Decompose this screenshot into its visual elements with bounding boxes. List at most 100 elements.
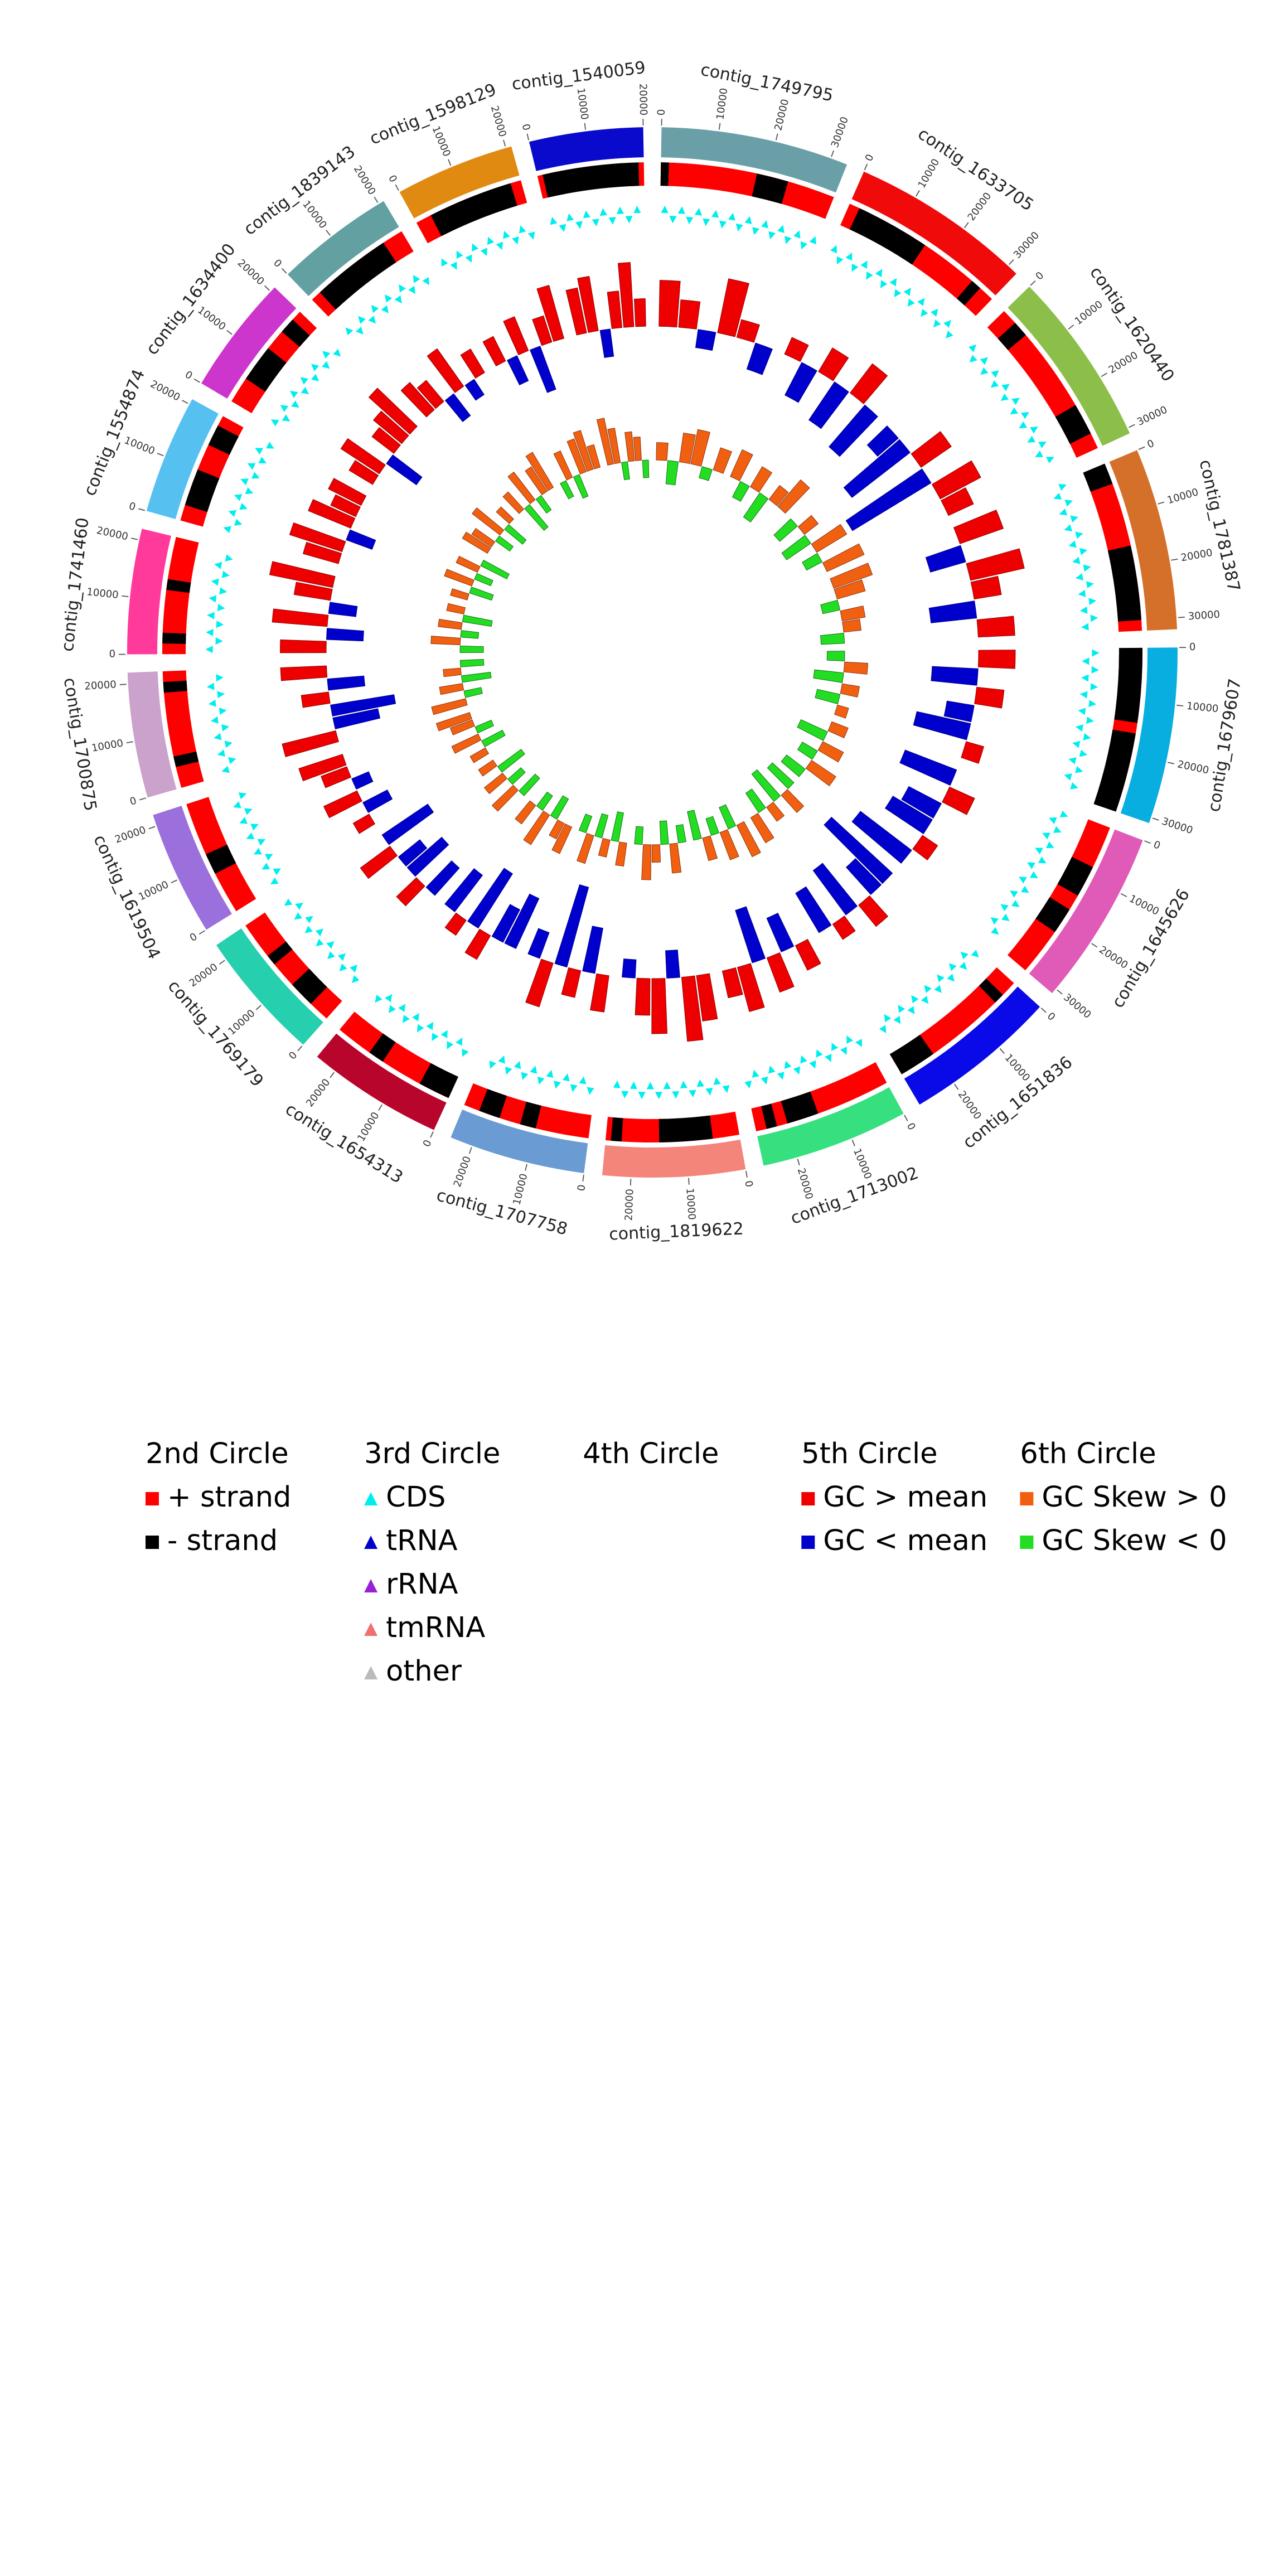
gc-bar bbox=[931, 666, 979, 686]
cds-marker bbox=[233, 801, 241, 808]
cds-marker bbox=[403, 1015, 410, 1023]
gc-bar bbox=[396, 877, 425, 907]
tick-mark bbox=[219, 960, 225, 965]
gc-bar bbox=[913, 711, 971, 740]
cds-marker bbox=[1075, 724, 1083, 732]
cds-marker bbox=[1000, 393, 1009, 401]
minus-strand-block bbox=[479, 1089, 507, 1118]
skew-bar bbox=[822, 543, 865, 572]
gc-bar bbox=[561, 967, 582, 998]
minus-strand-block bbox=[543, 162, 640, 198]
cds-marker bbox=[934, 985, 942, 993]
skew-bar bbox=[826, 651, 845, 661]
legend-title: 2nd Circle bbox=[146, 1437, 289, 1470]
gc-bar bbox=[651, 978, 667, 1034]
cds-marker bbox=[1058, 483, 1067, 491]
skew-bar bbox=[451, 733, 482, 754]
skew-bar bbox=[446, 603, 466, 614]
cds-marker bbox=[554, 1081, 561, 1089]
cds-marker bbox=[948, 963, 957, 971]
cds-marker bbox=[866, 272, 873, 280]
skew-bar bbox=[811, 524, 848, 553]
skew-bar bbox=[524, 504, 549, 531]
cds-marker bbox=[1088, 598, 1097, 606]
skew-bar bbox=[621, 461, 630, 481]
gc-bar bbox=[308, 499, 356, 529]
tick-label: 0 bbox=[183, 369, 195, 382]
tick-label: 10000 bbox=[1186, 700, 1219, 715]
cds-marker bbox=[845, 252, 853, 261]
contig-label: contig_1679607 bbox=[1204, 677, 1245, 814]
gc-bar bbox=[491, 904, 521, 943]
cds-marker bbox=[1042, 832, 1050, 840]
tick-mark bbox=[1152, 817, 1159, 821]
tick-mark bbox=[430, 1131, 434, 1138]
tick-mark bbox=[378, 1104, 383, 1111]
cds-marker bbox=[830, 245, 837, 254]
skew-bar bbox=[690, 429, 710, 467]
tick-mark bbox=[182, 400, 188, 404]
gc-bar bbox=[352, 814, 376, 834]
cds-marker bbox=[234, 494, 243, 501]
skew-bar bbox=[820, 599, 841, 614]
cds-marker bbox=[1072, 556, 1081, 564]
tick-label: 0 bbox=[271, 257, 284, 270]
tick-label: 0 bbox=[1045, 1010, 1058, 1023]
tick-label: 30000 bbox=[1135, 404, 1169, 428]
contig-band bbox=[1008, 287, 1130, 446]
tick-mark bbox=[468, 1147, 472, 1154]
minus-strand-block bbox=[369, 1033, 396, 1062]
cds-marker bbox=[599, 208, 608, 216]
tick-mark bbox=[122, 595, 129, 597]
gc-bar bbox=[961, 741, 985, 764]
cds-marker bbox=[1038, 856, 1047, 864]
cds-marker bbox=[1021, 411, 1029, 419]
tick-label: 20000 bbox=[95, 525, 129, 543]
cds-marker bbox=[625, 216, 633, 224]
skew-bar bbox=[444, 569, 474, 587]
cds-marker bbox=[793, 1066, 801, 1075]
tick-mark bbox=[904, 1115, 908, 1121]
gc-bar bbox=[843, 439, 911, 498]
contig-band bbox=[146, 399, 219, 519]
cds-marker bbox=[1064, 524, 1073, 532]
cds-marker bbox=[768, 1066, 776, 1074]
skew-bar bbox=[817, 741, 844, 763]
cds-marker bbox=[399, 284, 406, 293]
skew-bar bbox=[551, 823, 573, 854]
cds-marker bbox=[311, 374, 319, 381]
cds-marker bbox=[1078, 708, 1086, 715]
cds-marker bbox=[846, 1035, 854, 1044]
cds-marker bbox=[917, 298, 925, 306]
cds-marker bbox=[924, 985, 932, 993]
contig-band bbox=[216, 928, 323, 1045]
gc-bar bbox=[444, 912, 467, 936]
contig-band bbox=[317, 1033, 447, 1130]
skew-bar bbox=[474, 719, 495, 734]
cds-marker bbox=[295, 902, 303, 910]
cds-marker bbox=[223, 526, 231, 534]
gc-bar bbox=[504, 893, 540, 949]
tick-label: 20000 bbox=[148, 378, 182, 404]
skew-bar bbox=[502, 491, 525, 514]
cds-marker bbox=[240, 478, 249, 486]
cds-marker bbox=[217, 749, 226, 757]
legend-marker bbox=[146, 1536, 159, 1549]
gc-bar bbox=[845, 858, 882, 895]
gc-bar bbox=[617, 262, 635, 328]
cds-marker bbox=[322, 361, 330, 369]
skew-bar bbox=[781, 535, 811, 560]
minus-strand-block bbox=[430, 183, 517, 236]
cds-marker bbox=[208, 699, 216, 707]
gc-bar bbox=[427, 348, 464, 393]
tick-label: 20000 bbox=[304, 1077, 332, 1109]
tick-mark bbox=[584, 123, 587, 130]
cds-marker bbox=[752, 1069, 759, 1078]
skew-bar bbox=[460, 630, 480, 639]
cds-marker bbox=[945, 330, 953, 338]
skew-bar bbox=[443, 667, 462, 677]
cds-marker bbox=[1029, 871, 1038, 879]
cds-marker bbox=[253, 848, 262, 855]
tick-mark bbox=[226, 330, 233, 335]
tick-mark bbox=[1144, 840, 1151, 844]
